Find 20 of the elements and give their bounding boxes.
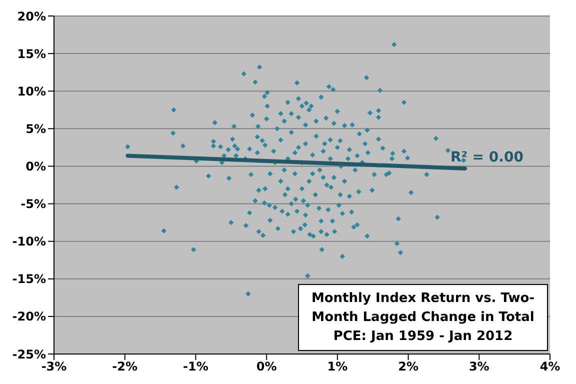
y-tick-label: 10% [17, 84, 46, 98]
x-tick-label: 0% [256, 360, 277, 374]
x-tick-label: 1% [327, 360, 348, 374]
x-tick-label: -1% [183, 360, 208, 374]
y-tick-label: -15% [12, 272, 46, 286]
x-tick-label: -3% [41, 360, 67, 374]
y-tick-label: -10% [12, 234, 46, 249]
x-tick-label: 3% [468, 360, 490, 374]
y-tick-label: -5% [20, 197, 46, 212]
y-tick-label: 5% [26, 122, 46, 136]
y-tick-label: 15% [17, 46, 46, 61]
x-tick-label: -2% [112, 360, 138, 374]
annotation: R² = 0.00 [450, 149, 524, 166]
x-tick-label: 2% [398, 360, 418, 374]
x-tick-label: 4% [540, 360, 560, 374]
y-tick-label: 20% [17, 9, 46, 24]
y-tick-label: -25% [12, 347, 46, 362]
y-tick-label: 0% [26, 159, 46, 174]
y-tick-label: -20% [12, 310, 46, 324]
text: Monthly Index Return vs. Two-Month Lagged Change in Total PCE: Jan 1959 - Jan 2012 [298, 284, 548, 351]
